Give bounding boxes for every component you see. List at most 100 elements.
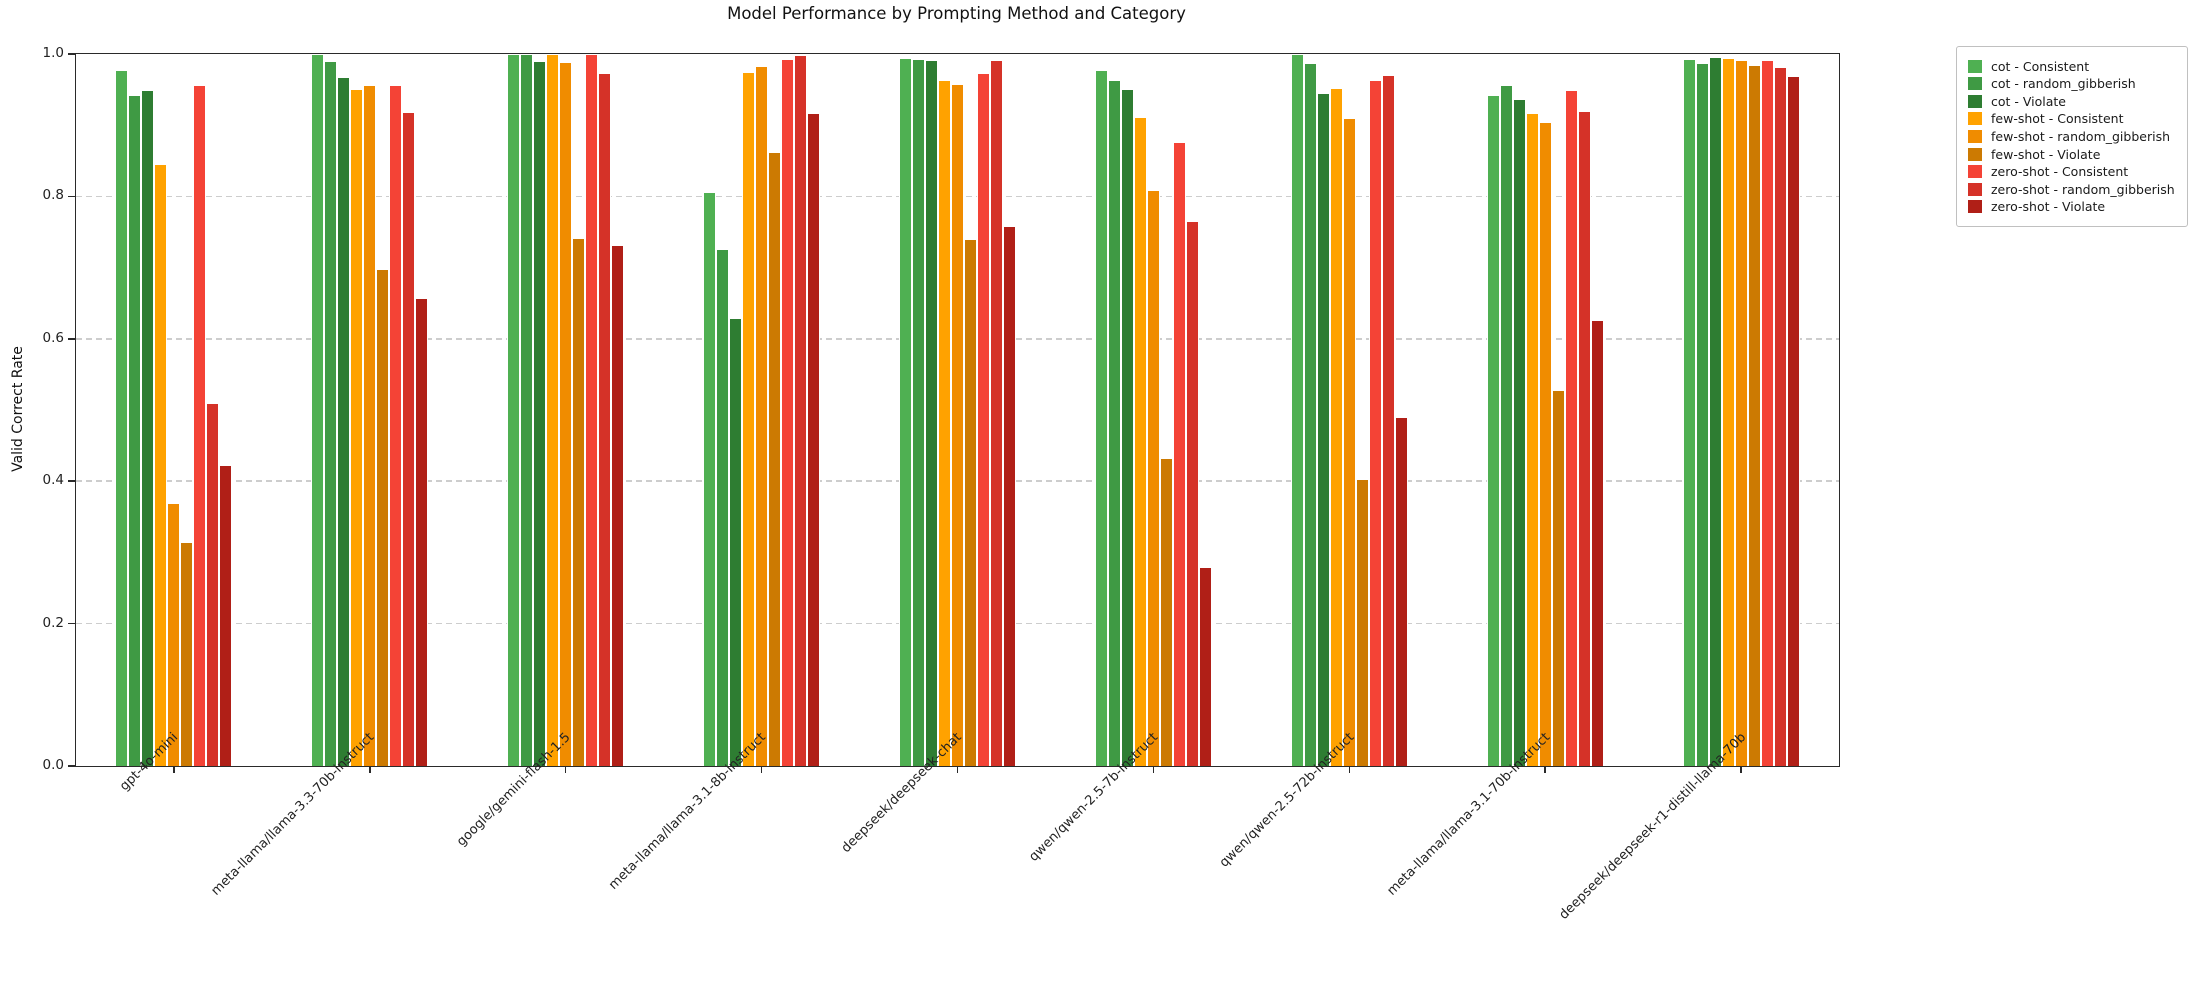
x-tick-mark xyxy=(1544,766,1546,773)
bar-few-shot - Violate xyxy=(376,269,390,766)
bar-cot - Violate xyxy=(1512,98,1526,766)
legend-item: few-shot - random_gibberish xyxy=(1968,129,2177,144)
y-tick-label: 1.0 xyxy=(42,45,64,61)
legend-label: cot - Consistent xyxy=(1991,58,2090,74)
bar-zero-shot - random_gibberish xyxy=(1185,220,1199,766)
y-axis-label: Valid Correct Rate xyxy=(10,346,26,472)
legend-item: cot - Consistent xyxy=(1968,59,2177,74)
bar-zero-shot - Consistent xyxy=(1368,80,1382,766)
bar-cot - Consistent xyxy=(1682,59,1696,766)
bar-cot - random_gibberish xyxy=(1303,62,1317,766)
bar-cot - Violate xyxy=(533,61,547,766)
legend-label: cot - random_gibberish xyxy=(1991,76,2136,92)
bar-few-shot - Violate xyxy=(1355,479,1369,766)
bar-cot - Consistent xyxy=(703,192,717,766)
legend-swatch-icon xyxy=(1968,147,1982,161)
bar-zero-shot - random_gibberish xyxy=(1577,111,1591,766)
legend-label: cot - Violate xyxy=(1991,93,2066,109)
bar-few-shot - Consistent xyxy=(938,79,951,766)
legend-label: few-shot - random_gibberish xyxy=(1991,128,2171,144)
legend-swatch-icon xyxy=(1968,182,1982,196)
legend-label: few-shot - Violate xyxy=(1991,146,2101,162)
bar-few-shot - Consistent xyxy=(1721,58,1735,766)
bar-zero-shot - Violate xyxy=(611,244,625,766)
bar-few-shot - random_gibberish xyxy=(167,502,181,766)
y-tick-label: 0.8 xyxy=(42,187,64,204)
bar-zero-shot - Consistent xyxy=(1564,89,1578,766)
bar-group-gpt-4o-mini xyxy=(115,54,233,766)
bar-cot - random_gibberish xyxy=(1107,79,1121,766)
bar-cot - Violate xyxy=(141,89,155,766)
bar-cot - Violate xyxy=(1708,56,1722,766)
x-tick-mark xyxy=(564,766,567,773)
bar-zero-shot - random_gibberish xyxy=(794,54,808,766)
bar-zero-shot - Violate xyxy=(807,113,821,766)
bar-cot - Violate xyxy=(729,318,743,766)
bar-zero-shot - random_gibberish xyxy=(1381,75,1395,766)
bar-zero-shot - Violate xyxy=(1198,566,1212,766)
bar-few-shot - Consistent xyxy=(1329,87,1343,766)
bar-few-shot - Violate xyxy=(964,239,977,766)
bar-group-google/gemini-flash-1.5 xyxy=(507,54,625,766)
bar-zero-shot - Violate xyxy=(1003,226,1016,766)
bar-cot - Violate xyxy=(1316,93,1330,766)
legend-item: few-shot - Violate xyxy=(1968,147,2177,162)
bar-cot - Consistent xyxy=(1290,54,1304,766)
x-tick-mark xyxy=(956,766,959,773)
y-tick-label: 0.2 xyxy=(42,614,64,631)
bar-few-shot - random_gibberish xyxy=(1146,190,1160,766)
legend-item: zero-shot - random_gibberish xyxy=(1968,182,2177,197)
bar-cot - Consistent xyxy=(115,70,129,766)
bar-zero-shot - Consistent xyxy=(389,84,403,766)
bar-zero-shot - random_gibberish xyxy=(990,60,1003,766)
x-tick-mark xyxy=(1152,766,1155,773)
x-tick-mark xyxy=(1348,766,1351,773)
legend-swatch-icon xyxy=(1968,165,1982,179)
legend-swatch-icon xyxy=(1968,77,1982,91)
bar-zero-shot - Consistent xyxy=(1760,60,1774,766)
x-tick-mark xyxy=(1740,766,1742,773)
y-tick-mark xyxy=(68,480,75,482)
legend-label: zero-shot - Violate xyxy=(1991,199,2106,215)
bar-few-shot - Consistent xyxy=(742,71,756,766)
legend-item: cot - random_gibberish xyxy=(1968,76,2177,91)
bar-group-meta-llama/llama-3.1-8b-instruct xyxy=(703,54,821,766)
bar-few-shot - random_gibberish xyxy=(755,66,769,766)
bar-few-shot - Consistent xyxy=(1133,116,1147,766)
x-tick-mark xyxy=(369,766,371,773)
bar-few-shot - Violate xyxy=(768,152,782,766)
y-tick-label: 0.4 xyxy=(42,472,64,489)
bar-zero-shot - Consistent xyxy=(193,84,207,766)
bar-zero-shot - Violate xyxy=(1786,76,1800,766)
legend-swatch-icon xyxy=(1968,59,1982,73)
bar-zero-shot - random_gibberish xyxy=(206,402,220,766)
bar-cot - Consistent xyxy=(899,57,912,766)
bar-zero-shot - Consistent xyxy=(977,73,990,766)
bar-few-shot - Violate xyxy=(180,541,194,766)
bar-few-shot - Consistent xyxy=(350,88,364,766)
bar-cot - Violate xyxy=(1120,88,1134,766)
bar-zero-shot - Violate xyxy=(219,464,233,766)
bar-cot - random_gibberish xyxy=(716,249,730,766)
bar-few-shot - Consistent xyxy=(1525,113,1539,766)
plot-area: 0.0 0.2 0.4 0.6 0.8 1.0 xyxy=(43,45,1840,773)
bar-cot - random_gibberish xyxy=(324,61,338,766)
bar-cot - Violate xyxy=(337,76,351,766)
y-tick-mark xyxy=(68,622,75,625)
legend: cot - Consistent cot - random_gibberish co… xyxy=(1956,46,2188,227)
bar-zero-shot - Consistent xyxy=(585,54,599,766)
bar-cot - Violate xyxy=(925,60,938,766)
bar-few-shot - random_gibberish xyxy=(1342,118,1356,766)
bar-zero-shot - random_gibberish xyxy=(598,72,612,766)
bar-few-shot - Consistent xyxy=(154,164,168,766)
legend-item: zero-shot - Violate xyxy=(1968,199,2177,214)
bar-few-shot - random_gibberish xyxy=(951,83,964,766)
legend-label: few-shot - Consistent xyxy=(1991,111,2124,127)
legend-item: few-shot - Consistent xyxy=(1968,111,2177,126)
bar-few-shot - Consistent xyxy=(546,54,560,766)
bar-cot - random_gibberish xyxy=(128,94,142,766)
y-tick-mark xyxy=(68,195,75,198)
bar-zero-shot - Violate xyxy=(1590,319,1604,766)
bar-zero-shot - random_gibberish xyxy=(402,112,416,766)
